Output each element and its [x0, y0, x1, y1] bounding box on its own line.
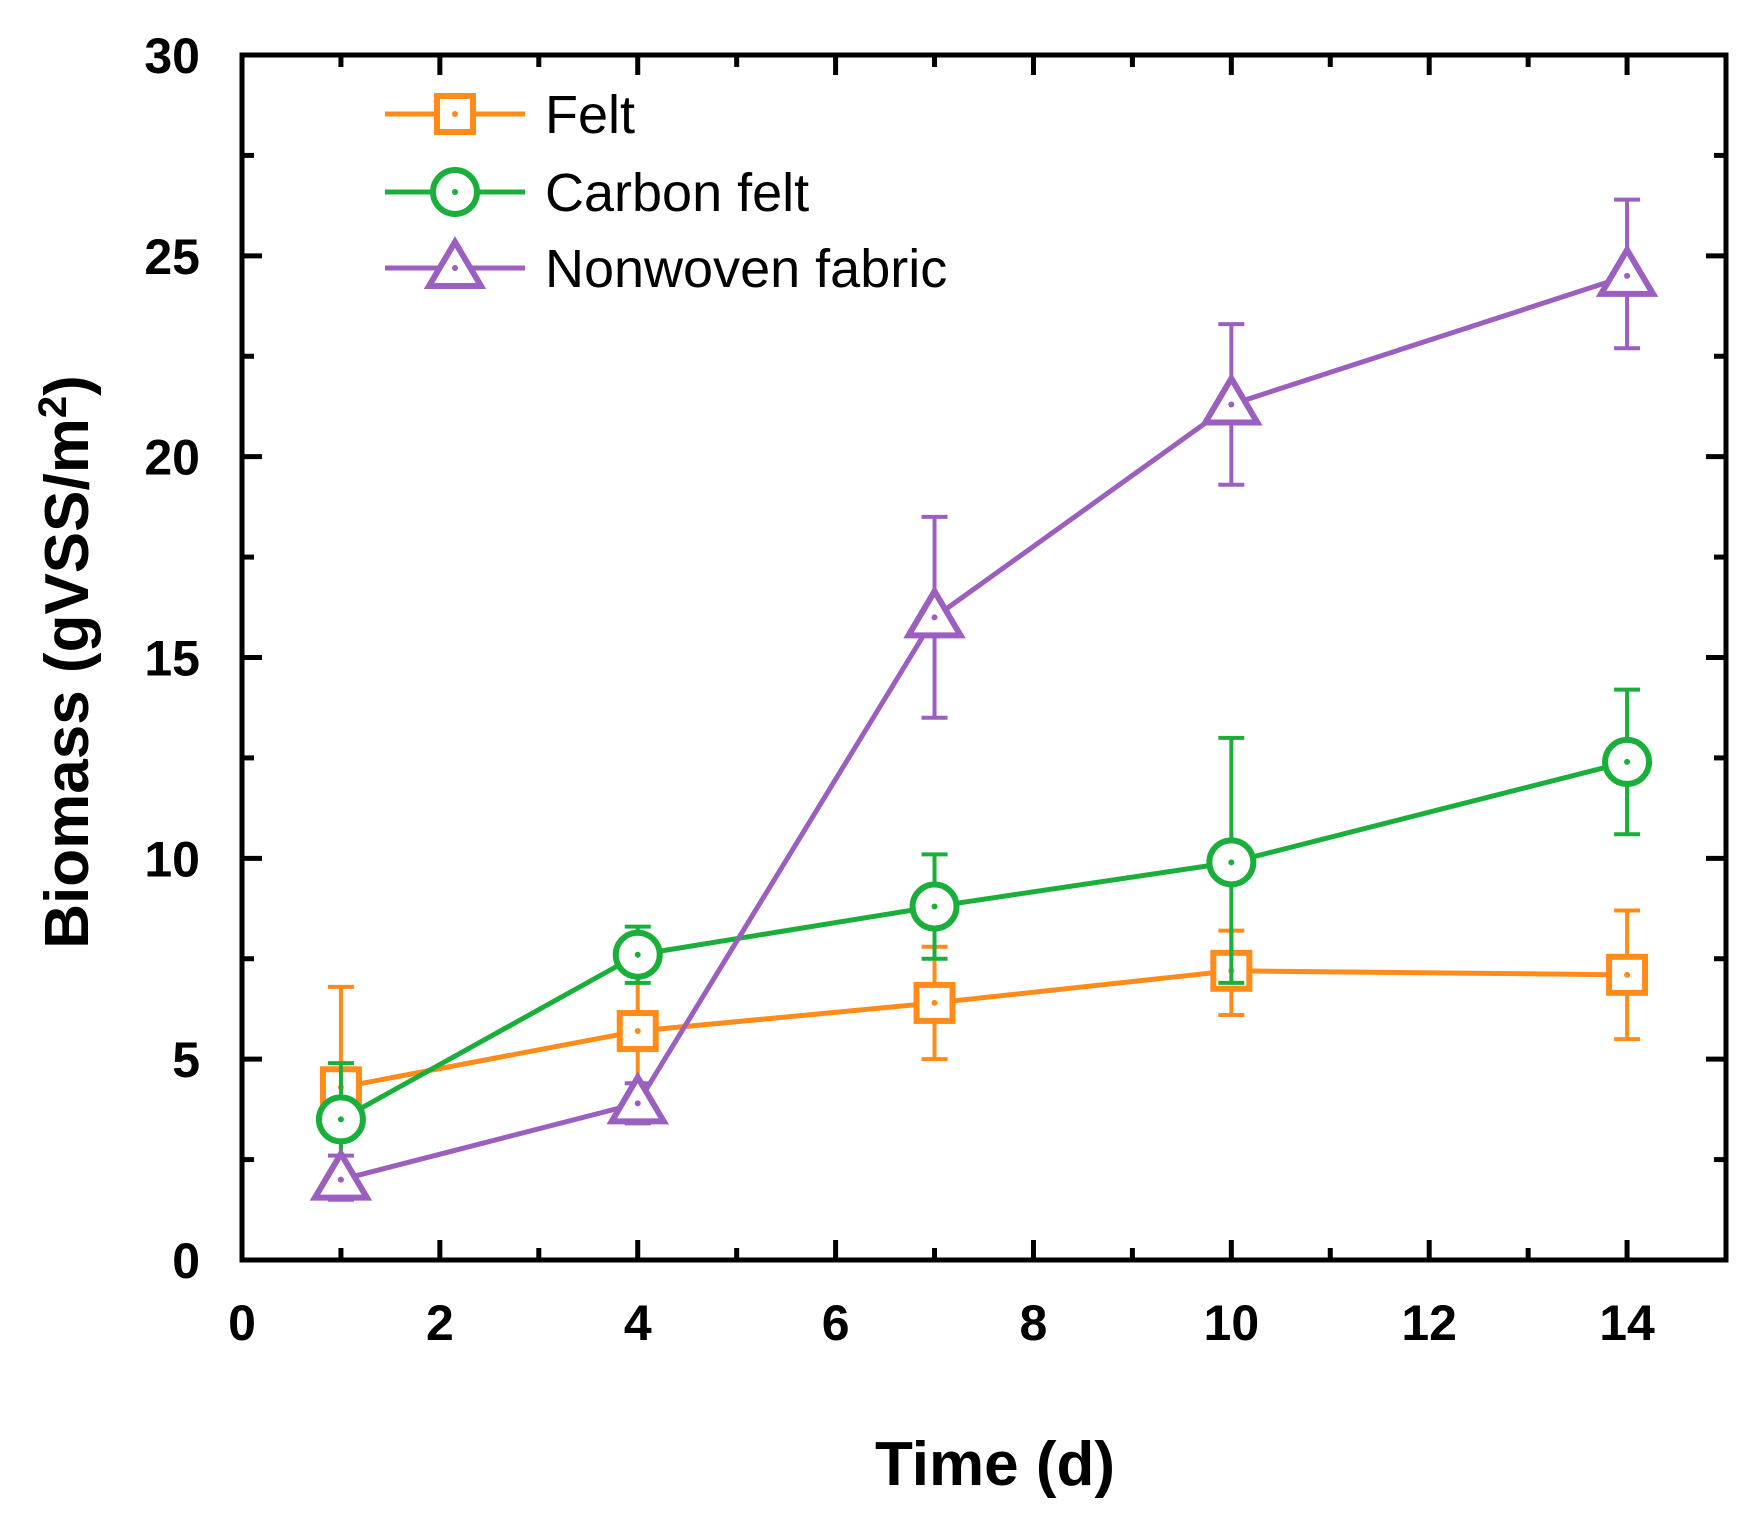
data-point-carbon-felt-center-dot	[634, 951, 641, 958]
series-carbon-felt	[315, 687, 1653, 1178]
series-line-felt	[340, 968, 1628, 1090]
y-tick-label: 0	[172, 1233, 200, 1289]
legend-item-nonwoven-fabric: Nonwoven fabric	[385, 236, 947, 299]
series-line-nonwoven-fabric	[340, 273, 1628, 1183]
data-point-nonwoven-fabric	[1595, 244, 1659, 297]
y-tick-label: 25	[144, 229, 200, 285]
data-point-felt-center-dot	[634, 1028, 641, 1035]
x-tick-label: 12	[1401, 1295, 1457, 1351]
y-axis-title-main: Biomass (gVSS/m	[33, 418, 102, 949]
data-point-felt-center-dot	[931, 999, 938, 1006]
legend-item-carbon-felt: Carbon felt	[385, 163, 809, 223]
legend: Felt Carbon felt Nonwoven fabric	[385, 85, 947, 299]
y-axis-title-close: )	[33, 375, 102, 396]
data-point-nonwoven-fabric	[606, 1071, 669, 1125]
data-point-nonwoven-fabric-center-dot	[337, 1176, 344, 1183]
x-tick-label: 14	[1599, 1295, 1655, 1351]
legend-marker-symbol-felt	[434, 93, 476, 135]
y-tick-label: 15	[144, 631, 200, 687]
y-tick-label: 20	[144, 430, 200, 486]
x-tick-label: 8	[1020, 1295, 1048, 1351]
legend-marker-nonwoven-fabric	[423, 236, 487, 289]
y-tick-label: 30	[144, 28, 200, 84]
legend-marker-carbon-felt	[430, 167, 480, 217]
legend-item-felt: Felt	[385, 85, 635, 145]
data-point-nonwoven-fabric-center-dot	[1228, 401, 1235, 408]
legend-marker-felt	[434, 93, 476, 135]
x-tick-label: 6	[822, 1295, 850, 1351]
legend-marker-symbol-nonwoven-fabric-center-dot	[452, 265, 458, 271]
legend-label-carbon-felt: Carbon felt	[545, 163, 809, 223]
y-axis-title-superscript: 2	[31, 396, 75, 418]
legend-label-felt: Felt	[545, 85, 635, 145]
data-point-nonwoven-fabric	[1200, 372, 1263, 426]
data-point-nonwoven-fabric	[309, 1147, 373, 1201]
x-tick-label: 4	[624, 1295, 652, 1351]
data-point-nonwoven-fabric-center-dot	[931, 614, 938, 621]
legend-marker-symbol-felt-center-dot	[452, 111, 458, 117]
legend-marker-symbol-nonwoven-fabric	[423, 236, 487, 289]
data-point-carbon-felt-center-dot	[1624, 758, 1631, 765]
y-tick-label: 5	[172, 1032, 200, 1088]
x-tick-label: 10	[1204, 1295, 1260, 1351]
data-point-carbon-felt-center-dot	[931, 903, 938, 910]
y-tick-label: 10	[144, 831, 200, 887]
series-line-carbon-felt	[339, 759, 1628, 1122]
x-tick-label: 0	[228, 1295, 256, 1351]
data-point-carbon-felt-center-dot	[1228, 859, 1235, 866]
data-point-carbon-felt-center-dot	[337, 1116, 344, 1123]
x-axis-title: Time (d)	[875, 1430, 1115, 1499]
legend-marker-symbol-carbon-felt-center-dot	[452, 189, 458, 195]
series-nonwoven-fabric	[309, 197, 1659, 1202]
x-tick-label: 2	[426, 1295, 454, 1351]
legend-label-nonwoven-fabric: Nonwoven fabric	[545, 239, 947, 299]
data-point-nonwoven-fabric-center-dot	[634, 1100, 641, 1107]
data-point-nonwoven-fabric	[903, 585, 966, 639]
data-point-nonwoven-fabric-center-dot	[1624, 272, 1631, 279]
data-point-felt	[616, 1010, 659, 1053]
data-point-felt-center-dot	[1624, 971, 1631, 978]
plot-area-frame	[239, 52, 1729, 1263]
y-axis-title: Biomass (gVSS/m2)	[31, 375, 102, 949]
series-felt	[319, 908, 1649, 1190]
